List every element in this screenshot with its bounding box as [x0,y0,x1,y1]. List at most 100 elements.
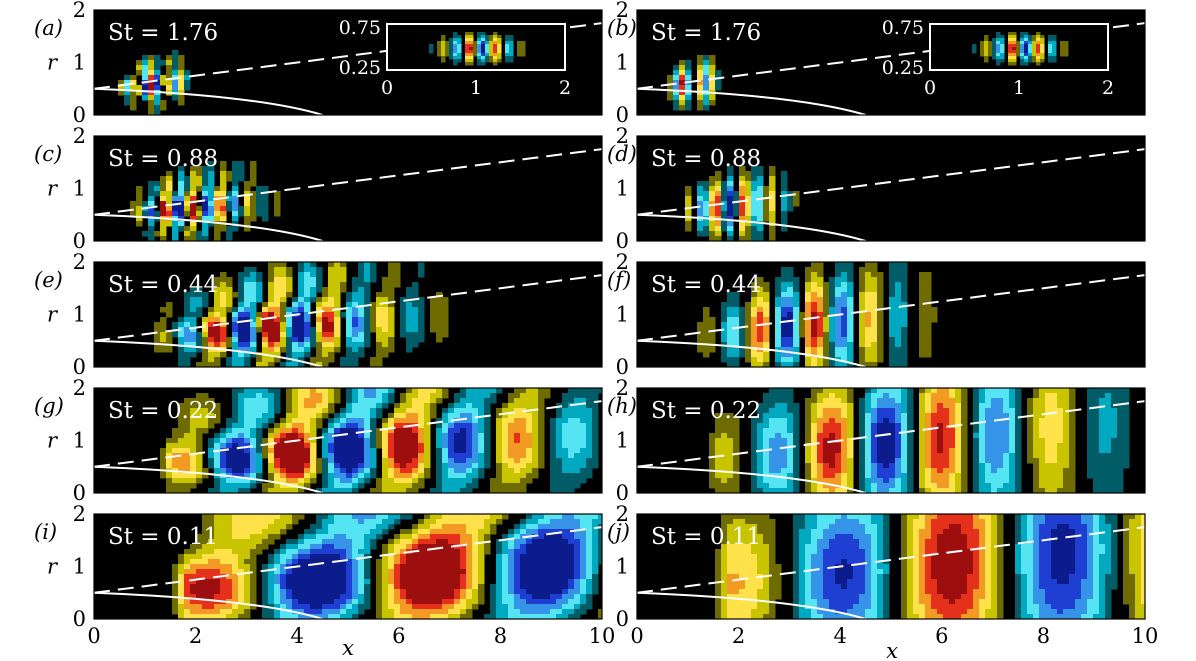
y-tick-label: 2 [73,124,86,148]
axis-frame [93,513,603,620]
dashed-line [637,526,1145,594]
panel-g: 0 1 2 r (g) St = 0.22 [34,376,603,505]
x-tick-label: 8 [494,624,507,648]
panel-e: 0 1 2 r (e) St = 0.44 [34,250,603,379]
y-tick-label: 2 [616,124,629,148]
inset-y-tick: 0.25 [339,57,381,79]
y-tick-label: 2 [616,250,629,274]
y-tick-label: 0 [73,355,86,379]
axis-frame [636,387,1146,494]
panel-label: (h) [607,394,637,418]
panel-h: 0 1 2(h) St = 0.22 [607,376,1146,505]
solid-curve [94,591,323,619]
panel-label: (f) [607,268,631,292]
y-tick-label: 1 [616,555,629,579]
axis-frame [636,9,1146,116]
dashed-line [637,274,1145,342]
axis-frame [93,261,603,368]
solid-curve [94,87,323,115]
strouhal-label: St = 0.88 [108,146,218,172]
strouhal-label: St = 0.88 [651,146,761,172]
dashed-line [94,22,602,90]
y-tick-label: 1 [73,429,86,453]
y-axis-label: r [47,555,59,579]
panel-b: 012(b) St = 1.76 0.750.250 1 2 [607,0,1146,127]
dashed-line [94,274,602,342]
dashed-line [637,22,1145,90]
y-tick-label: 0 [616,103,629,127]
y-tick-label: 2 [73,376,86,400]
y-tick-label: 2 [73,502,86,526]
y-tick-label: 0 [616,607,629,631]
inset-y-tick: 0.75 [339,17,381,39]
inset-x-tick: 1 [470,77,482,99]
y-axis-label: r [47,51,59,75]
axis-frame [93,135,603,242]
x-tick-label: 0 [630,624,643,648]
panel-label: (j) [607,520,630,544]
strouhal-label: St = 0.11 [651,524,761,550]
y-tick-label: 0 [73,481,86,505]
solid-curve [94,465,323,493]
y-tick-label: 2 [616,376,629,400]
dashed-line [637,148,1145,216]
y-tick-label: 0 [73,607,86,631]
solid-curve [637,339,866,367]
y-axis-label: r [47,429,59,453]
dashed-line [94,148,602,216]
dashed-line [637,400,1145,468]
x-tick-label: 4 [291,624,304,648]
x-tick-label: 2 [189,624,202,648]
x-tick-label: 10 [1132,624,1159,648]
inset-x-tick: 2 [1102,77,1114,99]
inset-x-tick: 0 [924,77,936,99]
axis-frame [636,261,1146,368]
strouhal-label: St = 1.76 [108,20,218,46]
mode-field [715,514,1145,619]
panel-label: (a) [34,16,63,40]
inset-x-tick: 2 [559,77,571,99]
mode-field [709,388,1130,493]
mode-field [154,262,449,367]
panel-c: 0 1 2 r (c) St = 0.88 [34,124,603,253]
axis-frame [93,387,603,494]
x-tick-label: 8 [1037,624,1050,648]
y-tick-label: 0 [616,481,629,505]
strouhal-label: St = 1.76 [651,20,761,46]
panel-label: (c) [34,142,62,166]
mode-field [130,161,281,241]
solid-curve [637,87,866,115]
solid-curve [637,465,866,493]
solid-curve [637,591,866,619]
axis-frame [636,135,1146,242]
y-tick-label: 1 [73,177,86,201]
y-tick-label: 1 [73,51,86,75]
dashed-line [94,526,602,594]
y-tick-label: 1 [616,177,629,201]
x-tick-label: 6 [392,624,405,648]
y-tick-label: 1 [616,51,629,75]
panel-d: 0 1 2(d) St = 0.88 [607,124,1146,253]
inset-x-tick: 0 [381,77,393,99]
y-tick-label: 0 [616,229,629,253]
y-tick-label: 2 [73,250,86,274]
x-tick-label: 4 [834,624,847,648]
x-tick-label: 2 [732,624,745,648]
panel-j: 0 1 2 0 2 4 6 8 10 (j) St = 0.11 [607,502,1158,648]
strouhal-label: St = 0.11 [108,524,218,550]
solid-curve [94,339,323,367]
y-axis-label: r [47,177,59,201]
inset-x-tick: 1 [1013,77,1025,99]
y-tick-label: 2 [73,0,86,22]
solid-curve [637,213,866,241]
x-axis-label-right: x [886,639,898,661]
y-tick-label: 0 [73,103,86,127]
mode-field [172,514,602,619]
dashed-line [94,400,602,468]
strouhal-label: St = 0.44 [651,272,761,298]
strouhal-label: St = 0.22 [108,398,218,424]
y-tick-label: 2 [616,502,629,526]
y-tick-label: 1 [73,303,86,327]
inset-y-tick: 0.75 [882,17,924,39]
